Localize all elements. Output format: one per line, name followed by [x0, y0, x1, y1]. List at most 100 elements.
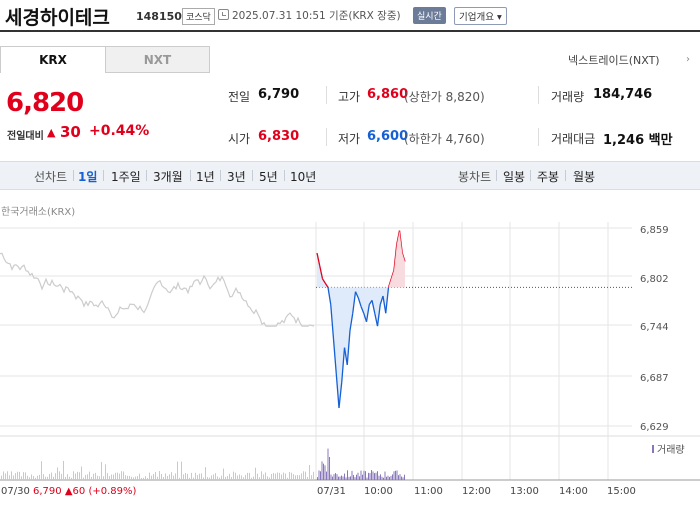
volume-bar [341, 475, 342, 480]
volume-bar [123, 471, 124, 480]
period-divider [496, 170, 497, 181]
volume-bar [333, 474, 335, 480]
volume-bar [163, 477, 164, 480]
volume-bar [398, 475, 399, 480]
volume-bar [47, 476, 48, 480]
down-area [317, 230, 405, 408]
volume-bar [107, 473, 108, 480]
volume-bar [253, 476, 254, 480]
high-value: 6,860 [367, 87, 409, 102]
volume-bar [357, 472, 359, 480]
timestamp: 2025.07.31 10:51 기준(KRX 장중) [232, 10, 401, 22]
volume-bar [371, 470, 372, 480]
y-tick: 6,629 [640, 422, 669, 433]
volume-bar [404, 474, 405, 480]
price-chart[interactable]: 6,859 6,802 6,744 6,687 6,629 거래량 [0, 222, 700, 484]
volume-bar [79, 472, 80, 480]
volume-bar [293, 474, 294, 480]
volume-bar [155, 472, 156, 480]
volume-bar [177, 461, 178, 480]
volume-bar [223, 468, 224, 480]
period-1y[interactable]: 1년 [196, 170, 215, 184]
period-divider [146, 170, 147, 181]
volume-bar [307, 476, 308, 480]
period-10y[interactable]: 10년 [290, 170, 317, 184]
series-segment [332, 339, 337, 374]
volume-bar [189, 477, 190, 480]
volume-bar [389, 476, 390, 480]
period-3y[interactable]: 3년 [227, 170, 246, 184]
volume-bar [283, 472, 284, 480]
nextrade-link[interactable]: 넥스트레이드(NXT) [568, 54, 660, 67]
volume-bar [271, 473, 272, 480]
volume-bar [221, 475, 222, 480]
volume-bar [354, 477, 356, 480]
x-tick: 10:00 [364, 486, 393, 497]
series-segment [385, 287, 390, 314]
volume-bar [169, 474, 170, 480]
stat-divider [326, 128, 327, 146]
volume-bar [87, 474, 88, 480]
volume-bar [279, 472, 280, 480]
volume-bar [303, 471, 304, 480]
candle-weekly[interactable]: 주봉 [537, 170, 560, 184]
period-5y[interactable]: 5년 [259, 170, 278, 184]
stat-divider [538, 86, 539, 104]
low-label: 저가 [338, 132, 361, 146]
period-1d[interactable]: 1일 [78, 170, 98, 184]
volume-bar [17, 471, 18, 480]
volume-bar [255, 467, 256, 480]
volume-bar [372, 471, 374, 480]
volume-bar [313, 471, 314, 480]
volume-bar [390, 475, 392, 480]
volume-bar [133, 477, 134, 480]
volume-bar [384, 471, 386, 480]
series-segment [379, 295, 384, 305]
volume-bar [330, 474, 332, 480]
volume-legend-swatch [652, 445, 654, 453]
volume-bar [41, 461, 42, 480]
volume-bar [342, 476, 344, 480]
volume-bar [251, 477, 252, 480]
volume-bar [129, 475, 130, 480]
chevron-right-icon[interactable]: › [686, 54, 690, 65]
volume-bar [111, 474, 112, 480]
period-1w[interactable]: 1주일 [111, 170, 141, 184]
volume-bar [11, 471, 12, 480]
volume-bar [356, 474, 357, 480]
prev-day-line [0, 252, 632, 327]
volume-bar [49, 474, 50, 480]
volume-bar [285, 473, 286, 480]
volume-bar [311, 475, 312, 480]
volume-bar [393, 471, 395, 480]
volume-bar [365, 471, 366, 480]
volume-bar [233, 471, 234, 480]
company-overview-button[interactable]: 기업개요 ▾ [454, 7, 507, 25]
volume-bar [281, 474, 282, 480]
volume-bar [165, 473, 166, 480]
volume-bar [149, 472, 150, 480]
period-3m[interactable]: 3개월 [153, 170, 183, 184]
series-segment [357, 297, 362, 307]
volume-bar [401, 476, 402, 480]
volume-bar [348, 476, 350, 480]
candle-daily[interactable]: 일봉 [503, 170, 526, 184]
volume-bar [27, 475, 28, 480]
prev-day-date: 07/30 [1, 486, 30, 497]
header-divider [0, 30, 700, 32]
volume-bar [273, 473, 274, 480]
candle-monthly[interactable]: 월봉 [573, 170, 596, 184]
x-tick: 12:00 [462, 486, 491, 497]
tab-krx[interactable]: KRX [0, 46, 105, 73]
volume-bar [103, 476, 104, 480]
series-segment [338, 382, 343, 408]
up-triangle-icon: ▲ [47, 126, 56, 139]
series-segment [316, 252, 321, 267]
amount-value: 1,246 백만 [603, 133, 673, 148]
realtime-button[interactable]: 실시간 [413, 7, 446, 24]
volume-bar [387, 475, 389, 480]
clock-icon [218, 9, 229, 20]
volume-bar [3, 471, 4, 480]
tab-nxt[interactable]: NXT [105, 46, 210, 73]
up-area [388, 230, 405, 288]
